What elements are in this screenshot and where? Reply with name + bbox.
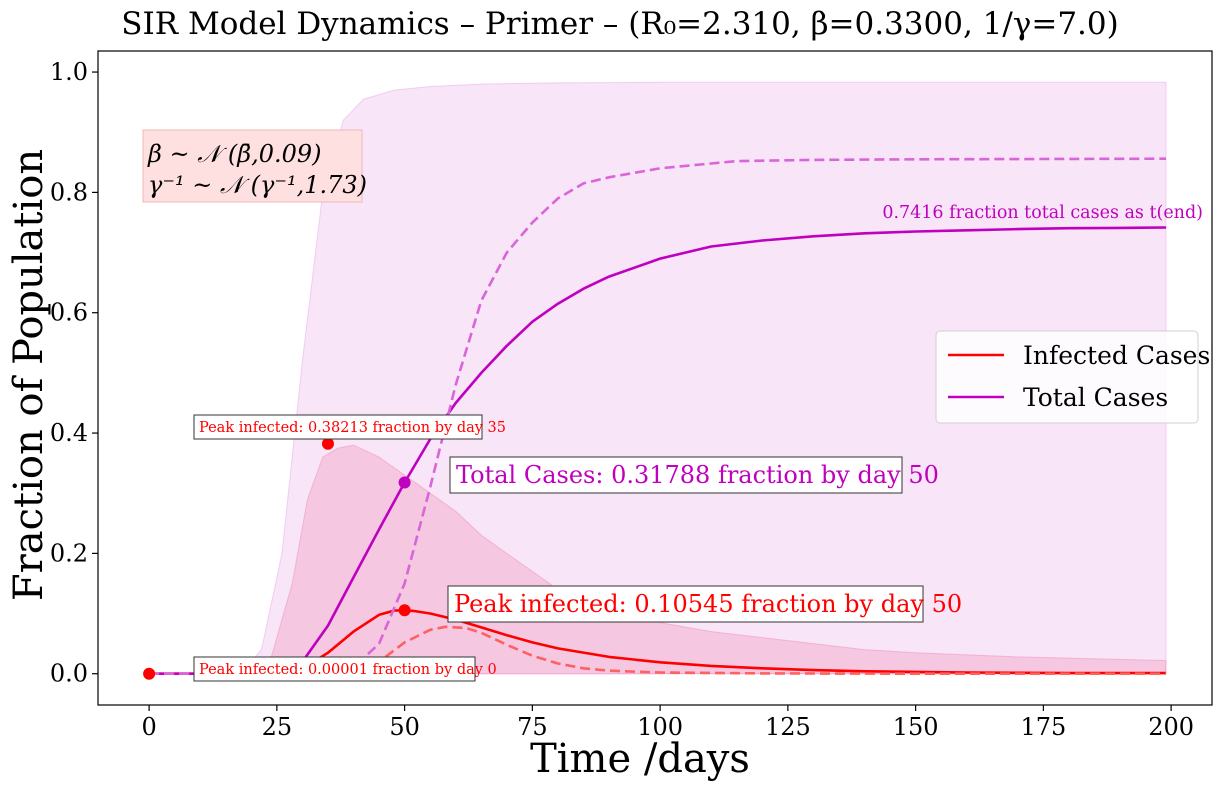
annotation-total-cases-box: [449, 456, 903, 494]
x-tick-label: 150: [893, 713, 939, 741]
data-marker-2: [398, 604, 411, 617]
legend-label-infected: Infected Cases: [1023, 341, 1210, 370]
legend-label-total: Total Cases: [1023, 383, 1168, 412]
annotation-total-cases: Total Cases: 0.31788 fraction by day 50: [449, 456, 939, 494]
annotation-total-cases-text: Total Cases: 0.31788 fraction by day 50: [456, 461, 939, 489]
y-axis-label: Fraction of Population: [6, 149, 52, 601]
y-tick-label: 0.0: [50, 660, 88, 688]
annotation-peak-main-box: [447, 585, 924, 623]
y-tick-label: 1.0: [50, 58, 88, 86]
annotation-peak-band: Peak infected: 0.38213 fraction by day 3…: [193, 414, 506, 440]
y-tick-label: 0.6: [50, 299, 88, 327]
annotation-peak-band-box: [193, 414, 483, 440]
x-tick-label: 0: [141, 713, 156, 741]
axis-ticks: 0 25 50 75 100 125 150 175 200 0.0 0.2 0.4 0.6 0.8 1.0: [50, 58, 1194, 741]
annotation-final-total: 0.7416 fraction total cases as t(end): [882, 203, 1203, 223]
annotation-peak-start: Peak infected: 0.00001 fraction by day 0: [193, 656, 497, 682]
x-tick-label: 75: [517, 713, 548, 741]
x-tick-label: 50: [389, 713, 420, 741]
annotation-peak-band-text: Peak infected: 0.38213 fraction by day 3…: [199, 420, 506, 436]
x-tick-label: 175: [1020, 713, 1066, 741]
x-axis-label: Time /days: [530, 736, 750, 782]
series-line-3: [149, 157, 1167, 676]
parameter-box-gamma: γ⁻¹ ~ 𝒩 (γ⁻¹,1.73): [148, 171, 367, 199]
annotation-peak-main: Peak infected: 0.10545 fraction by day 5…: [447, 585, 962, 623]
x-tick-label: 125: [765, 713, 811, 741]
x-tick-label: 100: [637, 713, 683, 741]
annotation-peak-start-text: Peak infected: 0.00001 fraction by day 0: [199, 662, 497, 678]
parameter-box-background: [142, 129, 363, 203]
legend: Infected Cases Total Cases: [935, 330, 1210, 424]
annotation-peak-start-box: [193, 656, 476, 682]
x-tick-label: 25: [262, 713, 293, 741]
y-tick-label: 0.2: [50, 539, 88, 567]
data-marker-1: [321, 437, 334, 450]
data-marker-0: [143, 667, 156, 680]
annotation-peak-main-text: Peak infected: 0.10545 fraction by day 5…: [454, 590, 962, 618]
y-tick-label: 0.4: [50, 419, 88, 447]
plot-frame: [97, 50, 1213, 706]
chart-title: SIR Model Dynamics – Primer – (R₀=2.310,…: [121, 6, 1118, 42]
point-markers: [143, 437, 411, 680]
parameter-box: β ~ 𝒩 (β̄,0.09) γ⁻¹ ~ 𝒩 (γ⁻¹,1.73): [142, 129, 367, 203]
parameter-box-beta: β ~ 𝒩 (β̄,0.09): [147, 140, 322, 168]
data-marker-3: [398, 476, 411, 489]
x-tick-label: 200: [1148, 713, 1194, 741]
y-tick-label: 0.8: [50, 178, 88, 206]
